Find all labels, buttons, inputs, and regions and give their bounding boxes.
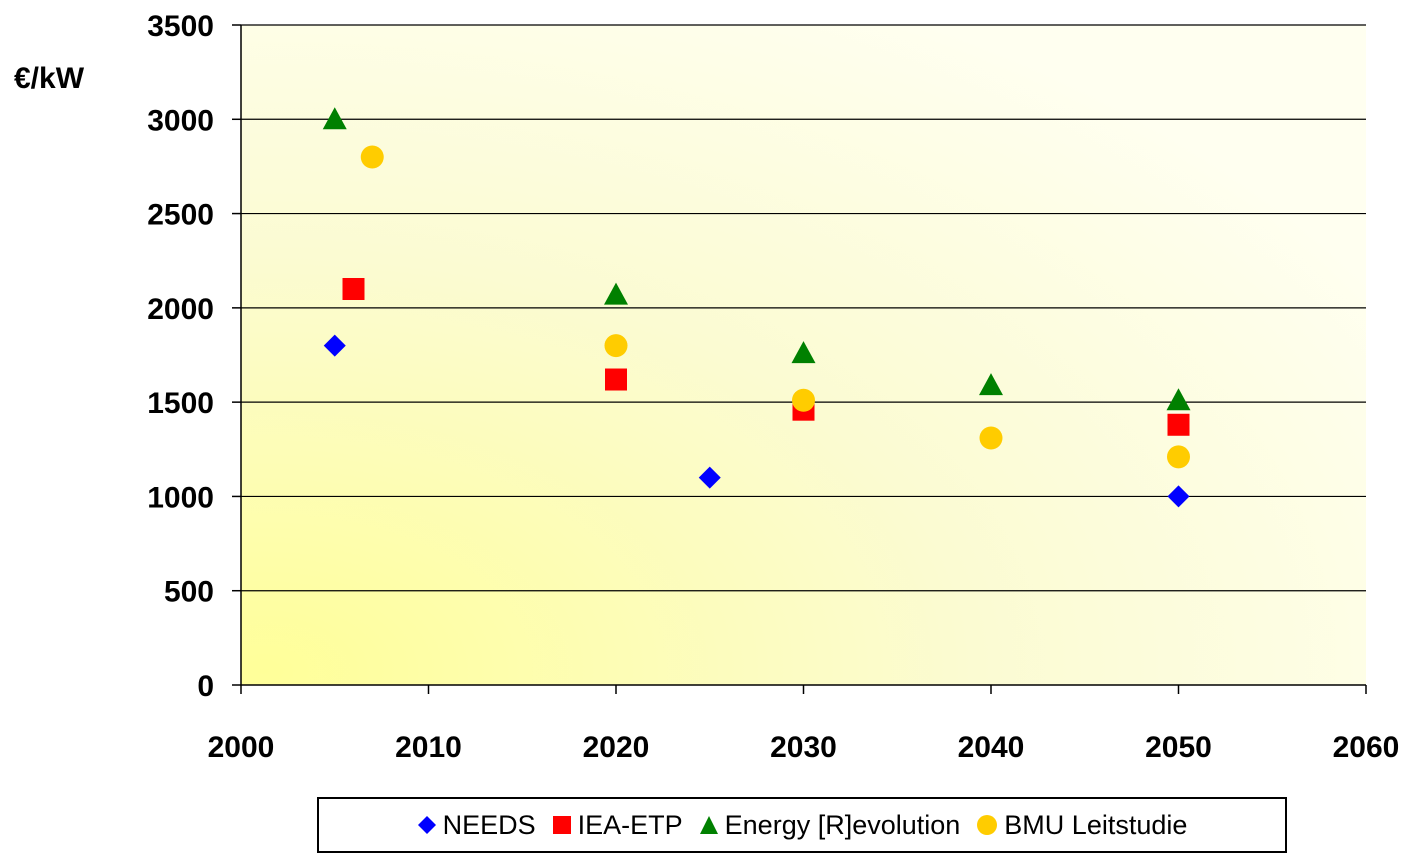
x-tick-label: 2000 [208,731,275,764]
y-unit-label: €/kW [14,62,85,95]
x-tick-labels: 2000 2010 2020 2030 2040 2050 2060 [208,731,1400,764]
y-tick-label: 1000 [147,481,214,514]
legend-label: NEEDS [442,809,536,840]
x-tick-label: 2020 [583,731,650,764]
point-iea-etp [1167,413,1190,436]
legend-item-needs: NEEDS [417,810,536,841]
x-tick-label: 2010 [395,731,462,764]
point-energy-r-evolution [791,341,816,364]
y-tick-label: 3000 [147,104,214,137]
point-energy-r-evolution [1166,388,1191,411]
diamond-marker-icon [417,816,436,834]
legend-item-bmu-leitstudie: BMU Leitstudie [976,810,1187,841]
point-iea-etp [605,368,627,391]
point-energy-r-evolution [979,373,1003,396]
x-tick-label: 2060 [1333,731,1400,764]
legend: NEEDS IEA-ETP Energy [R]evolution BMU Le… [317,797,1287,853]
point-bmu-leitstudie [604,334,628,358]
point-needs [698,466,721,489]
y-tick-label: 0 [197,670,214,703]
legend-label: BMU Leitstudie [1004,809,1188,840]
point-iea-etp [342,278,365,300]
point-needs [1167,485,1190,508]
y-tick-label: 500 [164,576,214,609]
axes [232,24,1367,694]
square-marker-icon [552,816,571,834]
legend-label: IEA-ETP [577,809,683,840]
triangle-marker-icon [699,816,718,834]
point-bmu-leitstudie [360,145,384,169]
x-tick-label: 2040 [958,731,1025,764]
y-tick-label: 1500 [147,387,214,420]
point-bmu-leitstudie [1167,445,1190,469]
point-needs [323,334,346,357]
legend-item-energy-revolution: Energy [R]evolution [699,809,961,841]
data-points [322,107,1191,508]
circle-marker-icon [977,815,998,835]
point-energy-r-evolution [322,107,347,130]
point-energy-r-evolution [604,282,628,305]
point-bmu-leitstudie [979,426,1003,450]
x-tick-label: 2050 [1145,731,1212,764]
legend-item-iea-etp: IEA-ETP [552,810,683,841]
y-tick-label: 3500 [147,10,214,43]
point-bmu-leitstudie [792,388,815,412]
x-tick-label: 2030 [770,731,837,764]
chart: 0 500 1000 1500 2000 2500 3000 3500 2000 2010 202… [14,10,1400,764]
y-tick-label: 2500 [147,199,214,232]
legend-label: Energy [R]evolution [724,809,961,840]
y-tick-label: 2000 [147,293,214,326]
y-tick-labels: 0 500 1000 1500 2000 2500 3000 3500 [147,10,214,703]
